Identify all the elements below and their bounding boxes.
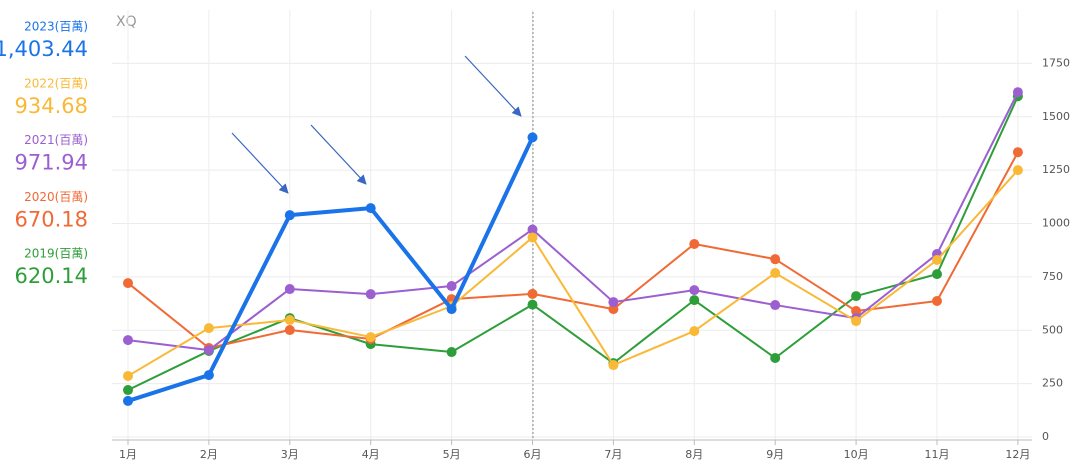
- x-tick-label: 11月: [925, 448, 950, 461]
- data-point: [527, 224, 538, 235]
- y-tick-label: 1750: [1042, 56, 1070, 69]
- x-tick-label: 3月: [281, 448, 299, 461]
- data-point: [1012, 87, 1023, 98]
- data-point: [203, 345, 214, 356]
- x-tick-label: 8月: [685, 448, 703, 461]
- data-point: [770, 268, 781, 279]
- data-point: [608, 360, 619, 371]
- data-point: [123, 335, 133, 346]
- data-point: [608, 297, 619, 308]
- x-tick-label: 6月: [524, 448, 542, 461]
- series-line: [127, 169, 1019, 377]
- legend-value: 971.94: [15, 151, 88, 175]
- data-point: [770, 254, 781, 265]
- data-point: [203, 370, 214, 381]
- data-point: [123, 385, 133, 396]
- data-point: [770, 300, 781, 311]
- x-tick-label: 1月: [119, 448, 137, 461]
- data-point: [932, 296, 942, 307]
- data-point: [527, 132, 538, 143]
- x-tick-label: 12月: [1005, 448, 1030, 461]
- y-tick-label: 1250: [1042, 163, 1070, 176]
- y-tick-label: 750: [1042, 270, 1063, 283]
- data-point: [365, 332, 376, 343]
- data-point: [689, 238, 700, 249]
- y-tick-label: 1000: [1042, 217, 1070, 230]
- x-tick-label: 10月: [844, 448, 869, 461]
- data-point: [284, 284, 295, 295]
- data-point: [851, 316, 862, 327]
- legend-value: 670.18: [15, 207, 88, 231]
- x-tick-label: 2月: [200, 448, 218, 461]
- data-point: [608, 304, 619, 315]
- x-tick-label: 4月: [362, 448, 380, 461]
- data-point: [527, 299, 538, 310]
- data-point: [770, 353, 781, 364]
- data-point: [123, 370, 133, 381]
- legend-value: 1,403.44: [0, 37, 88, 61]
- legend-name: 2023(百萬): [24, 20, 88, 34]
- data-point: [851, 291, 862, 302]
- data-point: [446, 304, 457, 315]
- data-point: [1012, 165, 1023, 176]
- data-point: [932, 269, 942, 280]
- data-point: [123, 278, 133, 289]
- y-tick-label: 500: [1042, 323, 1063, 336]
- legend-name: 2019(百萬): [24, 247, 88, 261]
- data-point: [365, 289, 376, 300]
- data-point: [123, 395, 133, 406]
- data-point: [689, 285, 700, 296]
- y-tick-label: 250: [1042, 377, 1063, 390]
- legend-name: 2020(百萬): [24, 190, 88, 204]
- series-line: [127, 136, 535, 403]
- watermark: XQ: [116, 14, 137, 30]
- data-point: [284, 325, 295, 336]
- x-tick-label: 9月: [766, 448, 784, 461]
- legend-value: 934.68: [15, 94, 88, 118]
- data-point: [689, 295, 700, 306]
- x-tick-label: 5月: [443, 448, 461, 461]
- legend-name: 2022(百萬): [24, 76, 88, 90]
- data-point: [284, 210, 295, 221]
- data-point: [689, 326, 700, 337]
- y-tick-label: 0: [1042, 430, 1049, 443]
- data-point: [527, 232, 538, 243]
- series-line: [127, 95, 1019, 391]
- data-point: [446, 347, 457, 358]
- annotation-arrows: [231, 55, 522, 194]
- legend-value: 620.14: [15, 264, 88, 288]
- data-point: [203, 323, 214, 334]
- series-line: [127, 91, 1019, 352]
- data-point: [851, 306, 862, 317]
- series-line: [127, 151, 1019, 349]
- y-tick-label: 1500: [1042, 110, 1070, 123]
- x-tick-label: 7月: [604, 448, 622, 461]
- data-point: [284, 315, 295, 326]
- data-point: [1012, 147, 1023, 158]
- data-point: [365, 203, 376, 214]
- legend-name: 2021(百萬): [24, 133, 88, 147]
- data-point: [932, 255, 942, 266]
- data-point: [527, 288, 538, 299]
- data-point: [446, 281, 457, 292]
